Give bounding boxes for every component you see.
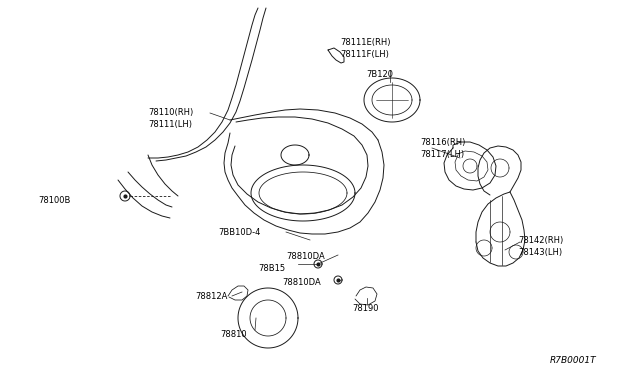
Text: 7BB10D-4: 7BB10D-4 <box>218 228 260 237</box>
Text: 78190: 78190 <box>352 304 378 313</box>
Text: 78B15: 78B15 <box>258 264 285 273</box>
Text: R7B0001T: R7B0001T <box>549 356 596 365</box>
Text: 78812A: 78812A <box>195 292 227 301</box>
Text: 78142(RH): 78142(RH) <box>518 236 563 245</box>
Text: 78810DA: 78810DA <box>286 252 324 261</box>
Text: 7B120: 7B120 <box>366 70 393 79</box>
Text: 78100B: 78100B <box>38 196 70 205</box>
Text: 78111(LH): 78111(LH) <box>148 120 192 129</box>
Text: 78810: 78810 <box>220 330 246 339</box>
Text: 78111E(RH): 78111E(RH) <box>340 38 390 47</box>
Text: 78110(RH): 78110(RH) <box>148 108 193 117</box>
Text: 78111F(LH): 78111F(LH) <box>340 50 389 59</box>
Text: 78143(LH): 78143(LH) <box>518 248 562 257</box>
Text: 78117(LH): 78117(LH) <box>420 150 464 159</box>
Text: 78116(RH): 78116(RH) <box>420 138 465 147</box>
Text: 78810DA: 78810DA <box>282 278 321 287</box>
